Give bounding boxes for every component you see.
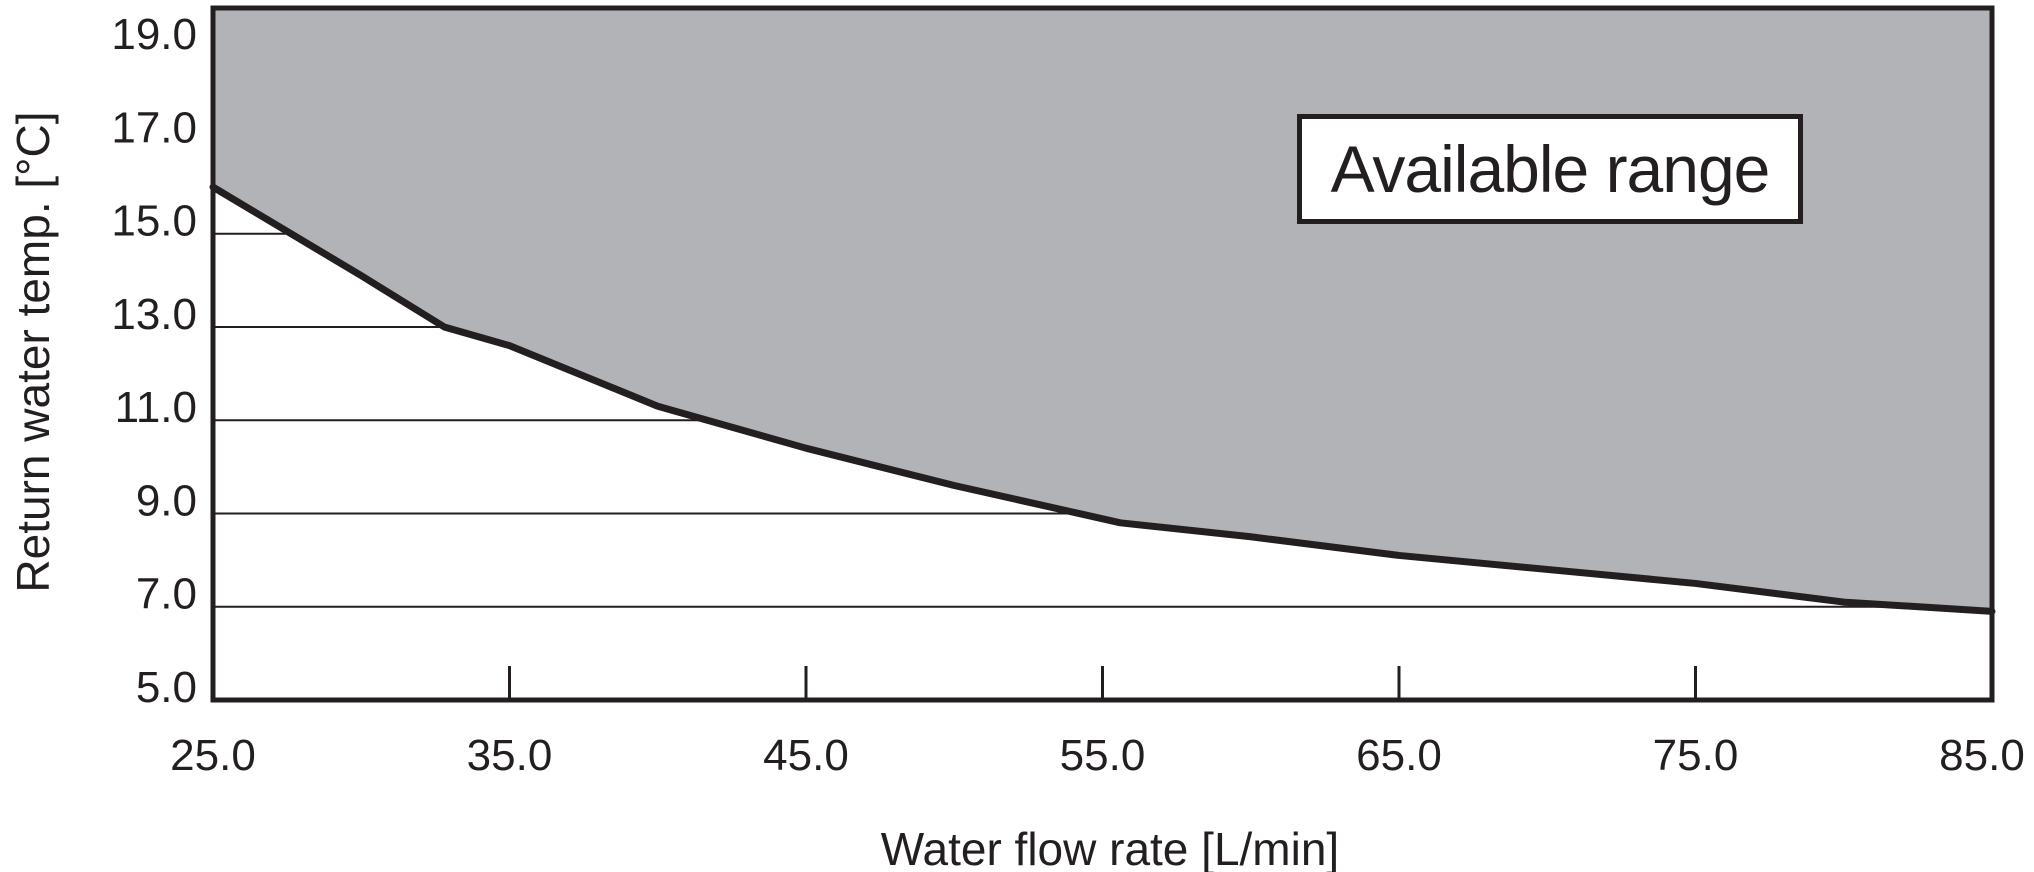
x-tick-label: 45.0 xyxy=(763,731,849,780)
y-tick-label: 7.0 xyxy=(136,570,197,619)
boundary-curve xyxy=(209,183,1996,615)
x-tick-label: 85.0 xyxy=(1939,731,2025,780)
y-tick-label: 15.0 xyxy=(111,197,197,246)
y-tick-label: 9.0 xyxy=(136,476,197,525)
y-tick-label: 19.0 xyxy=(111,10,197,59)
y-tick-label: 13.0 xyxy=(111,290,197,339)
x-tick-label: 35.0 xyxy=(467,731,553,780)
y-tick-label: 17.0 xyxy=(111,103,197,152)
available-range-label-box: Available range xyxy=(1297,114,1803,224)
available-range-label: Available range xyxy=(1330,132,1771,206)
y-axis-title: Return water temp. [°C] xyxy=(7,111,59,593)
x-axis-title: Water flow rate [L/min] xyxy=(880,823,1340,872)
x-tick-label: 65.0 xyxy=(1356,731,1442,780)
plot-border xyxy=(210,5,1995,703)
y-tick-label: 11.0 xyxy=(115,383,197,432)
y-tick-label: 5.0 xyxy=(136,663,197,712)
x-tick-label: 75.0 xyxy=(1653,731,1739,780)
x-tick-label: 55.0 xyxy=(1060,731,1146,780)
x-tick-label: 25.0 xyxy=(170,731,256,780)
